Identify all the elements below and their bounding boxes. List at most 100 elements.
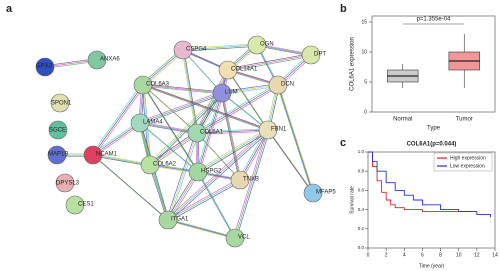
x-tick-label: 8 [439,252,442,258]
network-node [83,145,103,165]
network-edge [167,219,236,239]
node-label: DCN [281,82,294,88]
y-tick-label: 5 [364,79,367,85]
network-edge [198,130,270,135]
node-label: MFAP5 [316,190,336,196]
x-tick-label: 4 [403,252,406,258]
network-edge [198,173,237,240]
network-node [133,75,153,95]
network-edge [142,84,223,94]
x-tick-label: 12 [474,252,480,258]
network-edge [93,155,170,222]
network-node [35,57,55,77]
network-node [47,145,67,165]
y-tick-label: 0.6 [358,188,365,193]
x-tick-label: 14 [492,252,498,258]
network-node [140,155,160,175]
node-label: MAP1B [48,152,68,158]
network-edge [222,94,242,182]
node-label: VCL [238,235,250,241]
network-edge [143,85,199,135]
y-axis-label: COL6A1 expression [350,37,356,91]
x-tick-label: 6 [421,252,424,258]
network-node [48,120,68,140]
network-node [187,123,207,143]
network-edge [182,44,258,51]
network-edge [196,69,229,134]
network-edge [184,45,259,52]
series-line [368,151,491,218]
network-edge [149,132,198,166]
chart-title: COL6A1(p=0.044) [407,142,457,148]
annotation: p=1.355e-04 [417,17,452,23]
x-tick-label: Normal [393,117,412,123]
node-label: SGCE [49,128,66,134]
network-node [225,228,245,248]
network-edge [169,180,242,222]
network-edge [92,122,141,156]
network-edge [169,220,237,240]
network-edge [167,171,199,221]
x-tick-label: 0 [367,252,370,258]
network-edge [234,129,269,239]
network-node [50,93,70,113]
network-edge [148,131,196,165]
network-edge [166,128,268,220]
network-node [258,120,278,140]
network-edge [221,92,241,181]
legend-label: Low expression [450,163,485,169]
node-label: TNXB [243,177,259,183]
network-edge [91,83,143,155]
network-edge [276,83,313,192]
node-label: SPON1 [51,101,72,107]
node-label: DPT [314,52,326,58]
network-edge [138,91,221,123]
y-tick-label: 0.4 [358,207,365,212]
network-edge [144,85,224,95]
node-label: CES1 [78,202,94,208]
panel-letter: a [6,3,13,15]
network-node [65,195,85,215]
network-edge [226,53,310,70]
network-edge [195,68,228,132]
panel-letter: c [340,137,346,149]
network-edge [166,218,234,238]
network-node [158,210,178,230]
network-edge [278,86,315,195]
network-edge [227,54,312,71]
network-edge [140,123,200,174]
network-node [301,45,321,65]
network-node [173,40,193,60]
network-node [130,113,150,133]
node-label: COL6A1 [200,130,224,136]
network-edge [142,84,269,131]
y-tick-label: 10 [361,49,367,55]
network-edge [195,128,267,133]
network-edge [166,178,239,220]
y-tick-label: 0.2 [358,226,365,231]
network-edge [239,129,269,181]
node-label: COL6A3 [146,82,170,88]
y-tick-label: 15 [361,19,367,25]
network-edge [139,92,223,124]
network-edge [229,55,313,72]
network-edge [92,154,151,166]
node-label: GPX3 [36,64,53,70]
node-label: LAMA4 [143,120,163,126]
network-edge [148,91,222,165]
y-axis-label: Survival rate [349,186,355,214]
network-edge [196,129,269,134]
network-edge [167,179,241,221]
y-tick-label: 0.8 [358,168,365,173]
network-edge [197,171,236,239]
network-node [230,170,250,190]
network-node [87,50,107,70]
network-edge [91,121,139,155]
network-edge [149,92,223,166]
legend-box [433,152,493,172]
x-tick-label: 10 [456,252,462,258]
x-axis-label: Type [427,126,441,132]
node-label: LUM [225,90,238,96]
